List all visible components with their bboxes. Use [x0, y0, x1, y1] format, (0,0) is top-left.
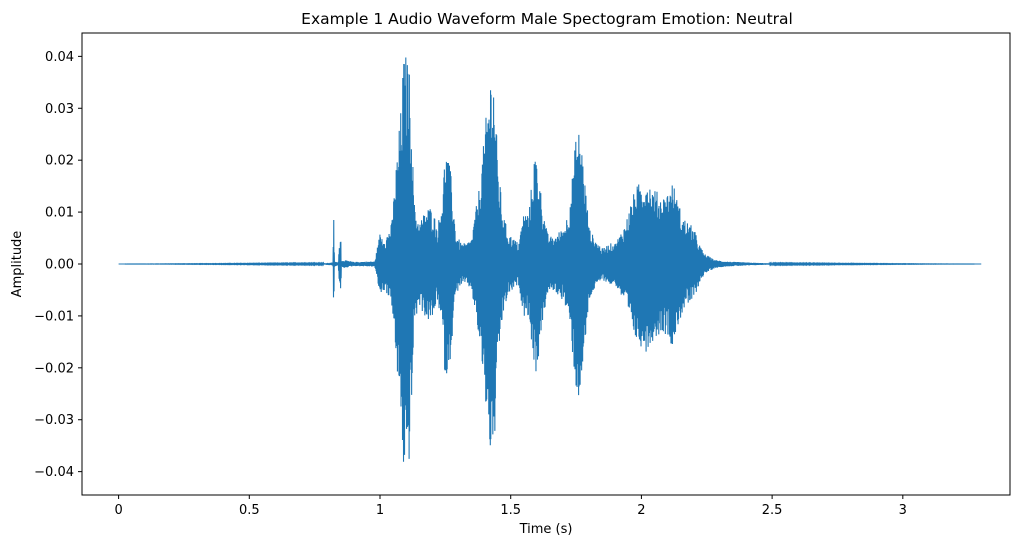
y-tick-label: 0.01 — [45, 206, 74, 221]
x-tick-label: 2 — [637, 503, 645, 518]
y-tick-label: 0.00 — [45, 258, 74, 273]
y-axis: 0.04 0.03 0.02 0.01 0.00 −0.01 −0.02 −0.03 −0.04 — [34, 50, 82, 480]
x-tick-label: 0.5 — [239, 503, 260, 518]
y-axis-label: Amplitude — [10, 231, 25, 298]
y-tick-label: −0.03 — [34, 413, 74, 428]
y-tick-label: 0.02 — [45, 154, 74, 169]
y-tick-label: 0.04 — [45, 50, 74, 65]
x-tick-label: 0 — [114, 503, 122, 518]
x-tick-label: 3 — [899, 503, 907, 518]
x-tick-label: 1.5 — [500, 503, 521, 518]
x-axis: 0 0.5 1 1.5 2 2.5 3 — [114, 495, 907, 518]
x-tick-label: 1 — [376, 503, 384, 518]
waveform-series — [118, 57, 982, 462]
y-tick-label: −0.02 — [34, 361, 74, 376]
x-axis-label: Time (s) — [519, 522, 573, 537]
y-tick-label: 0.03 — [45, 102, 74, 117]
waveform-line — [118, 57, 982, 462]
x-tick-label: 2.5 — [762, 503, 783, 518]
chart-title: Example 1 Audio Waveform Male Spectogram… — [301, 10, 793, 28]
y-tick-label: −0.04 — [34, 465, 74, 480]
y-tick-label: −0.01 — [34, 309, 74, 324]
